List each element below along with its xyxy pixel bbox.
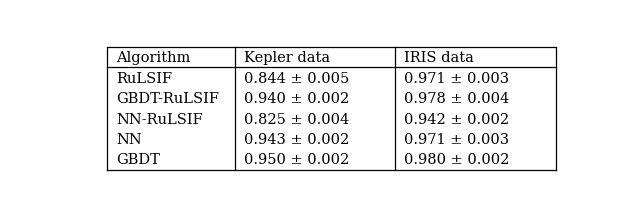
Text: 0.942 ± 0.002: 0.942 ± 0.002 <box>404 112 509 126</box>
Text: NN: NN <box>116 132 142 146</box>
Text: 0.940 ± 0.002: 0.940 ± 0.002 <box>244 92 349 106</box>
Text: 0.978 ± 0.004: 0.978 ± 0.004 <box>404 92 509 106</box>
Text: IRIS data: IRIS data <box>404 51 474 65</box>
Text: 0.950 ± 0.002: 0.950 ± 0.002 <box>244 153 349 167</box>
Text: NN-RuLSIF: NN-RuLSIF <box>116 112 203 126</box>
Text: 0.971 ± 0.003: 0.971 ± 0.003 <box>404 132 509 146</box>
Text: 0.971 ± 0.003: 0.971 ± 0.003 <box>404 71 509 85</box>
Text: 0.844 ± 0.005: 0.844 ± 0.005 <box>244 71 349 85</box>
Text: Algorithm: Algorithm <box>116 51 191 65</box>
Text: GBDT-RuLSIF: GBDT-RuLSIF <box>116 92 220 106</box>
Text: GBDT: GBDT <box>116 153 160 167</box>
Text: 0.943 ± 0.002: 0.943 ± 0.002 <box>244 132 349 146</box>
Text: 0.825 ± 0.004: 0.825 ± 0.004 <box>244 112 349 126</box>
Text: Kepler data: Kepler data <box>244 51 330 65</box>
Text: RuLSIF: RuLSIF <box>116 71 172 85</box>
Text: 0.980 ± 0.002: 0.980 ± 0.002 <box>404 153 510 167</box>
